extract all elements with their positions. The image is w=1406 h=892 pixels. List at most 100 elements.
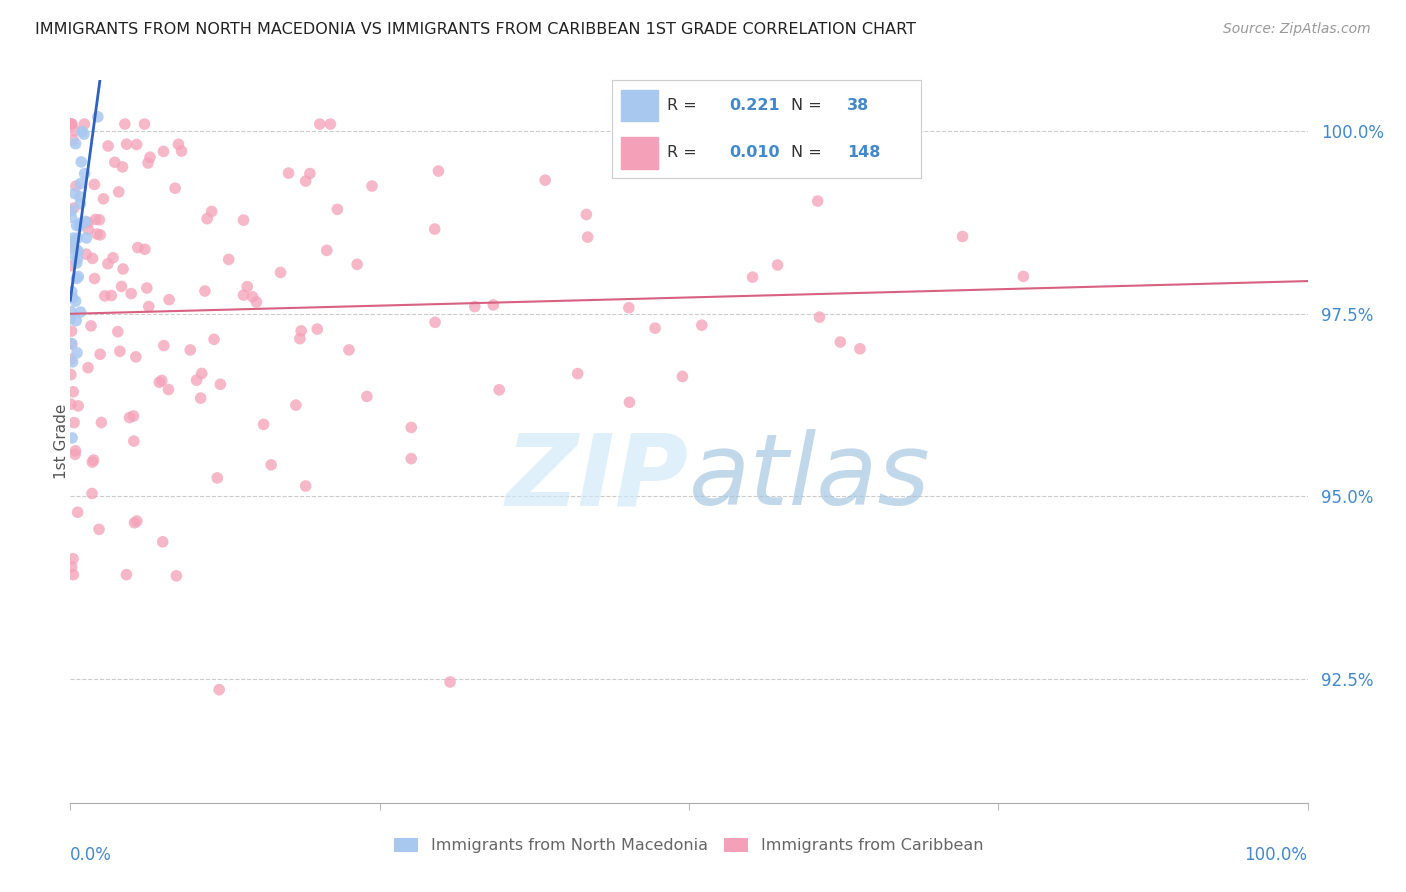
Point (195, 211, 218, 226)
Point (65, 271, 87, 285)
Point (60, 560, 83, 574)
Point (671, 369, 693, 384)
Point (125, 350, 148, 364)
Text: R =: R = (668, 145, 702, 161)
Point (93, 192, 115, 206)
Point (807, 194, 830, 208)
Point (488, 383, 510, 397)
Point (59, 235, 82, 249)
Point (152, 534, 174, 549)
Point (346, 257, 368, 271)
Point (86, 227, 108, 241)
Point (77, 360, 100, 375)
Point (59, 352, 82, 367)
Point (75, 247, 97, 261)
Text: N =: N = (792, 98, 827, 113)
Point (270, 265, 292, 279)
Point (209, 377, 232, 392)
Point (356, 389, 378, 403)
Point (439, 675, 461, 690)
Point (207, 471, 229, 485)
Point (464, 300, 486, 314)
Point (127, 241, 149, 255)
Point (69, 219, 91, 233)
Point (62, 201, 84, 215)
Point (423, 222, 446, 236)
Point (89, 227, 111, 242)
Point (63, 447, 86, 461)
Point (617, 301, 640, 315)
Text: Source: ZipAtlas.com: Source: ZipAtlas.com (1223, 22, 1371, 37)
Point (242, 290, 264, 304)
Point (110, 279, 132, 293)
Point (94, 289, 117, 303)
Point (87, 110, 110, 124)
Point (423, 315, 446, 329)
Point (60, 239, 83, 253)
Point (66, 231, 89, 245)
Point (67, 399, 90, 413)
Point (136, 156, 159, 170)
Point (66, 346, 89, 360)
Point (80, 486, 103, 500)
Point (165, 181, 187, 195)
Point (194, 284, 217, 298)
Point (65, 294, 87, 309)
Point (97, 257, 120, 271)
Point (89, 212, 111, 227)
Point (65, 136, 87, 151)
Text: 0.010: 0.010 (730, 145, 780, 161)
Point (534, 173, 557, 187)
Point (201, 204, 224, 219)
Point (62, 384, 84, 399)
Point (83, 453, 105, 467)
Point (63, 416, 86, 430)
Bar (621, 90, 658, 121)
Point (308, 117, 330, 131)
Point (60, 117, 83, 131)
Point (60, 203, 83, 218)
Point (165, 569, 187, 583)
Point (73, 127, 96, 141)
Point (236, 279, 259, 293)
Point (82, 455, 104, 469)
Point (82, 252, 104, 266)
Point (290, 324, 312, 338)
Text: atlas: atlas (689, 429, 931, 526)
Point (148, 376, 170, 390)
Point (59, 397, 82, 411)
Point (170, 144, 193, 158)
Text: ZIP: ZIP (506, 429, 689, 526)
Point (567, 367, 589, 381)
Point (73, 117, 96, 131)
Point (62, 355, 84, 369)
Point (232, 213, 254, 227)
Point (100, 288, 122, 302)
Point (138, 300, 160, 314)
Point (60, 324, 83, 338)
Point (70, 125, 93, 139)
Point (73, 167, 96, 181)
Point (80, 318, 103, 333)
Point (399, 451, 422, 466)
Point (75, 214, 97, 228)
Text: IMMIGRANTS FROM NORTH MACEDONIA VS IMMIGRANTS FROM CARIBBEAN 1ST GRADE CORRELATI: IMMIGRANTS FROM NORTH MACEDONIA VS IMMIG… (35, 22, 917, 37)
Point (62, 231, 84, 245)
Point (307, 322, 329, 336)
Point (202, 332, 225, 346)
Point (60, 285, 83, 299)
Point (232, 288, 254, 302)
Point (218, 252, 240, 267)
Point (114, 117, 136, 131)
Point (766, 258, 789, 272)
Point (65, 219, 87, 233)
Point (150, 374, 173, 388)
Point (60, 336, 83, 351)
Point (83, 178, 105, 192)
Point (294, 479, 316, 493)
Point (62, 567, 84, 582)
Point (62, 133, 84, 147)
Point (77, 215, 100, 229)
Point (69, 216, 91, 230)
Point (111, 160, 134, 174)
